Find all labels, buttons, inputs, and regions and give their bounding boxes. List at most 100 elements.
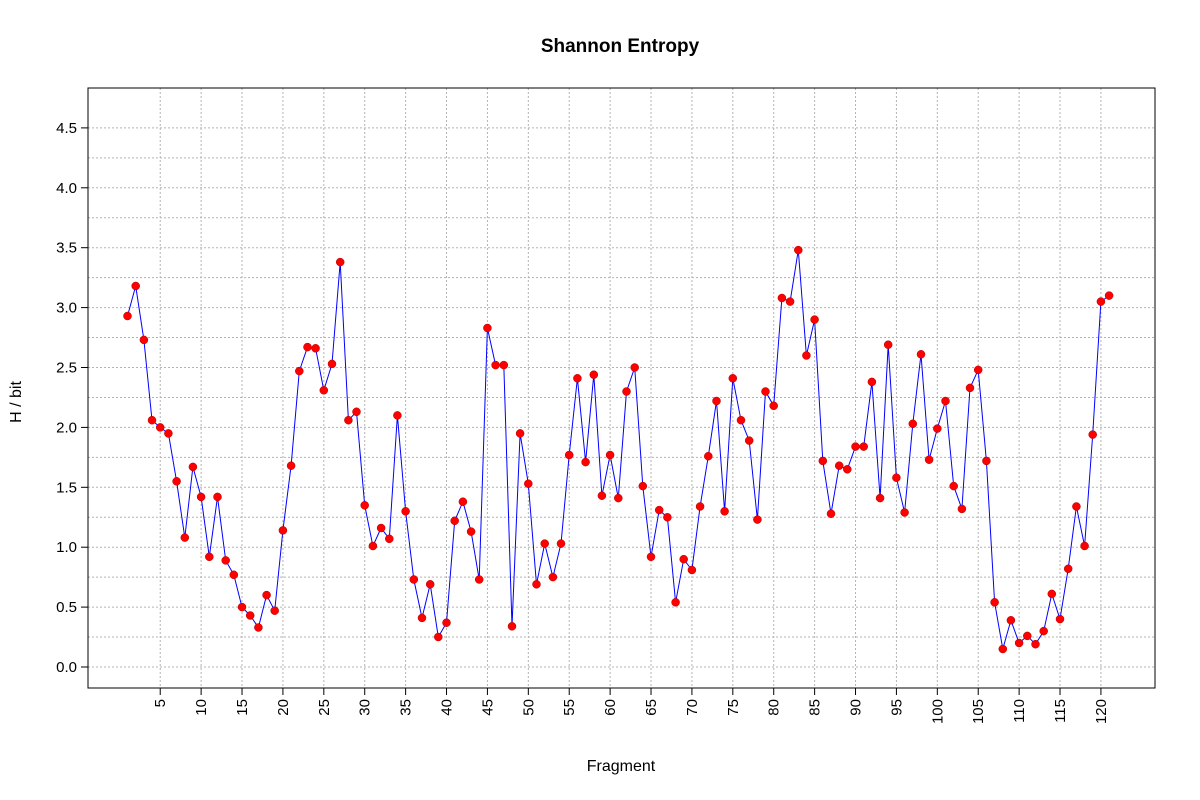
- data-point-7: [172, 477, 181, 486]
- x-tick-label-17: 90: [848, 699, 865, 716]
- data-point-104: [965, 383, 975, 393]
- data-point-3: [139, 335, 149, 345]
- data-point-15: [237, 602, 247, 612]
- data-point-60: [605, 450, 615, 460]
- data-point-11: [205, 552, 214, 562]
- data-point-33: [385, 534, 394, 544]
- data-point-78: [753, 515, 762, 524]
- data-point-52: [540, 539, 549, 548]
- data-point-115: [1055, 614, 1065, 624]
- data-point-6: [164, 429, 173, 438]
- y-tick-label-2: 1.0: [56, 539, 77, 556]
- data-point-26: [327, 359, 337, 369]
- y-tick-label-7: 3.5: [56, 240, 77, 257]
- x-tick-label-18: 95: [888, 699, 905, 716]
- data-point-73: [712, 396, 721, 406]
- data-point-28: [344, 415, 353, 425]
- plot-frame: [87, 87, 1156, 689]
- data-point-1: [123, 311, 132, 321]
- data-point-98: [916, 350, 926, 359]
- x-tick-label-7: 40: [439, 699, 456, 716]
- data-point-103: [957, 504, 967, 514]
- data-point-71: [695, 502, 705, 511]
- data-point-117: [1072, 502, 1081, 511]
- x-tick-label-5: 30: [357, 699, 374, 716]
- data-point-64: [638, 481, 648, 491]
- data-point-44: [474, 575, 484, 584]
- data-point-36: [409, 575, 419, 584]
- data-point-67: [663, 513, 672, 522]
- series-line-0: [127, 250, 1110, 650]
- data-point-40: [442, 618, 451, 627]
- series-layer: [123, 245, 1114, 654]
- data-point-19: [270, 606, 279, 615]
- data-point-114: [1047, 589, 1057, 599]
- data-point-29: [352, 407, 361, 417]
- y-tick-label-1: 0.5: [56, 599, 77, 616]
- x-tick-label-9: 50: [520, 699, 537, 716]
- x-tick-label-8: 45: [479, 699, 496, 716]
- data-point-69: [679, 554, 688, 564]
- data-point-94: [883, 340, 893, 349]
- data-point-81: [777, 293, 787, 303]
- data-point-62: [622, 387, 631, 396]
- data-point-48: [507, 622, 517, 631]
- data-point-57: [581, 457, 590, 467]
- data-point-111: [1023, 631, 1032, 641]
- x-tick-label-11: 60: [602, 699, 619, 716]
- data-point-108: [998, 644, 1008, 654]
- data-point-20: [278, 526, 288, 535]
- x-tick-label-15: 80: [766, 699, 783, 716]
- x-tick-label-16: 85: [807, 699, 824, 716]
- chart-title: Shannon Entropy: [541, 36, 700, 57]
- x-axis: 5 10 15 20 25 30 35 40 45 50 55 60 65 70 75 80 85 90 95 100…: [152, 688, 1110, 724]
- data-point-82: [785, 297, 795, 306]
- x-tick-label-12: 65: [643, 699, 660, 716]
- y-tick-label-6: 3.0: [56, 300, 77, 317]
- data-point-97: [908, 419, 918, 429]
- data-point-84: [802, 351, 811, 360]
- data-point-85: [810, 315, 819, 324]
- data-point-83: [794, 245, 803, 255]
- data-point-58: [589, 370, 599, 379]
- data-point-16: [245, 611, 255, 620]
- data-point-23: [303, 342, 312, 352]
- data-point-17: [254, 623, 263, 632]
- data-point-30: [360, 501, 369, 510]
- x-tick-label-1: 10: [193, 699, 210, 716]
- data-point-49: [515, 429, 525, 438]
- data-point-35: [401, 507, 410, 516]
- x-axis-label: Fragment: [587, 758, 656, 775]
- data-point-93: [875, 493, 885, 503]
- data-point-46: [491, 360, 500, 370]
- data-point-112: [1031, 639, 1040, 649]
- y-tick-label-4: 2.0: [56, 419, 77, 436]
- data-point-102: [949, 481, 958, 491]
- grid-lines: [88, 88, 1155, 688]
- x-tick-label-4: 25: [316, 699, 333, 716]
- data-point-42: [458, 497, 468, 506]
- data-point-121: [1104, 291, 1114, 300]
- data-point-110: [1014, 638, 1024, 648]
- data-point-18: [262, 590, 271, 600]
- data-point-72: [704, 451, 713, 461]
- data-point-10: [196, 492, 206, 502]
- data-point-22: [295, 366, 304, 376]
- data-point-75: [728, 374, 738, 383]
- data-point-106: [982, 456, 991, 466]
- y-tick-label-3: 1.5: [56, 479, 77, 496]
- data-point-53: [548, 572, 558, 582]
- x-tick-label-22: 115: [1052, 699, 1069, 723]
- data-point-12: [213, 492, 222, 502]
- data-point-119: [1088, 430, 1097, 439]
- data-point-56: [573, 374, 582, 383]
- data-point-25: [319, 386, 329, 395]
- y-axis: 0.0 0.5 1.0 1.5 2.0 2.5 3.0 3.5 4.0 4.5: [56, 120, 88, 676]
- x-tick-label-6: 35: [398, 699, 415, 716]
- data-point-41: [450, 516, 459, 526]
- data-point-101: [941, 396, 950, 406]
- y-tick-label-0: 0.0: [56, 659, 77, 676]
- data-point-92: [867, 377, 877, 387]
- data-point-79: [761, 387, 770, 396]
- data-point-105: [973, 365, 983, 375]
